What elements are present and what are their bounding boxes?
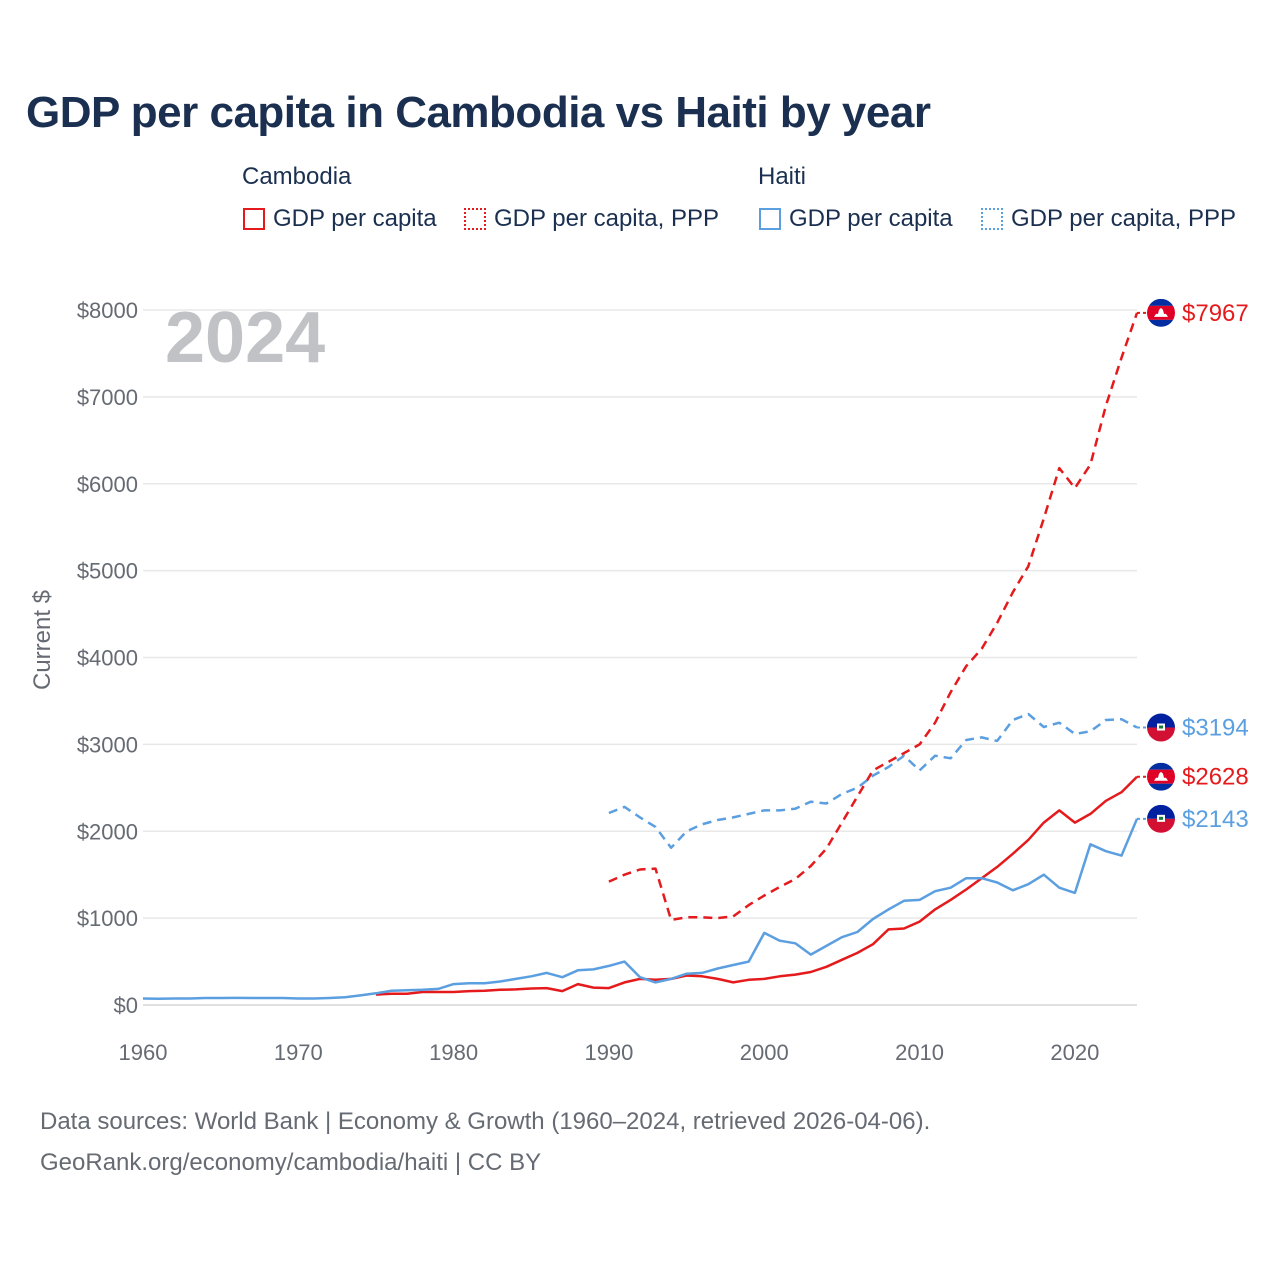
y-axis: $0 $1000 $2000 $3000 $4000 $5000 $6000 $7000 $80… bbox=[77, 298, 138, 1018]
end-value-label: $2628 bbox=[1182, 764, 1249, 791]
legend-item-cambodia-gdp[interactable]: GDP per capita bbox=[243, 205, 437, 233]
flag-band-bottom bbox=[1147, 783, 1175, 791]
haiti-flag-icon bbox=[1146, 803, 1176, 834]
haiti-flag-icon bbox=[1146, 712, 1176, 743]
legend-label: GDP per capita bbox=[789, 205, 953, 232]
y-tick-label: $6000 bbox=[77, 472, 138, 497]
legend-label: GDP per capita, PPP bbox=[1011, 205, 1236, 232]
x-tick-label: 2020 bbox=[1050, 1040, 1099, 1065]
end-value-label: $7967 bbox=[1182, 300, 1249, 327]
y-tick-label: $3000 bbox=[77, 732, 138, 757]
legend-swatch-solid-blue bbox=[759, 208, 781, 230]
series-lines bbox=[142, 312, 1139, 1000]
series-line-3 bbox=[608, 712, 1138, 850]
legend-item-haiti-ppp[interactable]: GDP per capita, PPP bbox=[981, 205, 1236, 233]
x-tick-label: 1990 bbox=[584, 1040, 633, 1065]
x-tick-label: 2000 bbox=[740, 1040, 789, 1065]
series-line-2 bbox=[142, 818, 1139, 1000]
end-value-label: $2143 bbox=[1182, 806, 1249, 833]
cambodia-flag-icon bbox=[1146, 297, 1176, 328]
flag-field bbox=[1147, 804, 1175, 833]
series-line-1 bbox=[608, 312, 1139, 922]
coat-of-arms-detail bbox=[1159, 816, 1163, 820]
legend-swatch-dotted-red bbox=[464, 208, 486, 230]
flag-field bbox=[1147, 298, 1175, 327]
flag-band-bottom bbox=[1147, 319, 1175, 327]
legend-item-cambodia-ppp[interactable]: GDP per capita, PPP bbox=[464, 205, 719, 233]
footer-link[interactable]: GeoRank.org/economy/cambodia/haiti | CC … bbox=[40, 1149, 542, 1176]
x-tick-label: 1960 bbox=[119, 1040, 168, 1065]
y-axis-label: Current $ bbox=[29, 590, 56, 690]
y-tick-label: $4000 bbox=[77, 646, 138, 671]
temple-icon bbox=[1154, 771, 1168, 781]
legend-group-haiti: Haiti bbox=[758, 163, 807, 190]
gridlines bbox=[143, 309, 1137, 1006]
year-watermark: 2024 bbox=[165, 298, 325, 378]
chart-title: GDP per capita in Cambodia vs Haiti by y… bbox=[26, 88, 931, 137]
x-tick-label: 1970 bbox=[274, 1040, 323, 1065]
y-tick-label: $8000 bbox=[77, 298, 138, 323]
end-markers: $2628 $7967 $2143 $3194 bbox=[1137, 297, 1249, 834]
x-axis: 1960 1970 1980 1990 2000 2010 2020 bbox=[119, 1040, 1100, 1065]
legend-label: GDP per capita bbox=[273, 205, 437, 232]
flag-band-bottom bbox=[1147, 727, 1175, 742]
flag-band-top bbox=[1147, 762, 1175, 770]
y-tick-label: $0 bbox=[114, 993, 138, 1018]
flag-field bbox=[1147, 713, 1175, 742]
series-line-0 bbox=[375, 775, 1138, 996]
y-tick-label: $2000 bbox=[77, 819, 138, 844]
end-value-label: $3194 bbox=[1182, 715, 1249, 742]
flag-band-top bbox=[1147, 713, 1175, 728]
footer-sources: Data sources: World Bank | Economy & Gro… bbox=[40, 1108, 931, 1135]
legend-swatch-solid-red bbox=[243, 208, 265, 230]
legend-item-haiti-gdp[interactable]: GDP per capita bbox=[759, 205, 953, 233]
legend-label: GDP per capita, PPP bbox=[494, 205, 719, 232]
y-tick-label: $7000 bbox=[77, 385, 138, 410]
flag-band-top bbox=[1147, 298, 1175, 306]
legend-group-cambodia: Cambodia bbox=[242, 163, 352, 190]
flag-band-bottom bbox=[1147, 818, 1175, 833]
temple-icon bbox=[1154, 307, 1168, 317]
x-tick-label: 1980 bbox=[429, 1040, 478, 1065]
cambodia-flag-icon bbox=[1146, 761, 1176, 792]
legend-swatch-dotted-blue bbox=[981, 208, 1003, 230]
flag-band-top bbox=[1147, 804, 1175, 819]
y-tick-label: $5000 bbox=[77, 559, 138, 584]
y-tick-label: $1000 bbox=[77, 906, 138, 931]
coat-of-arms-detail bbox=[1159, 725, 1163, 729]
x-tick-label: 2010 bbox=[895, 1040, 944, 1065]
flag-field bbox=[1147, 762, 1175, 791]
